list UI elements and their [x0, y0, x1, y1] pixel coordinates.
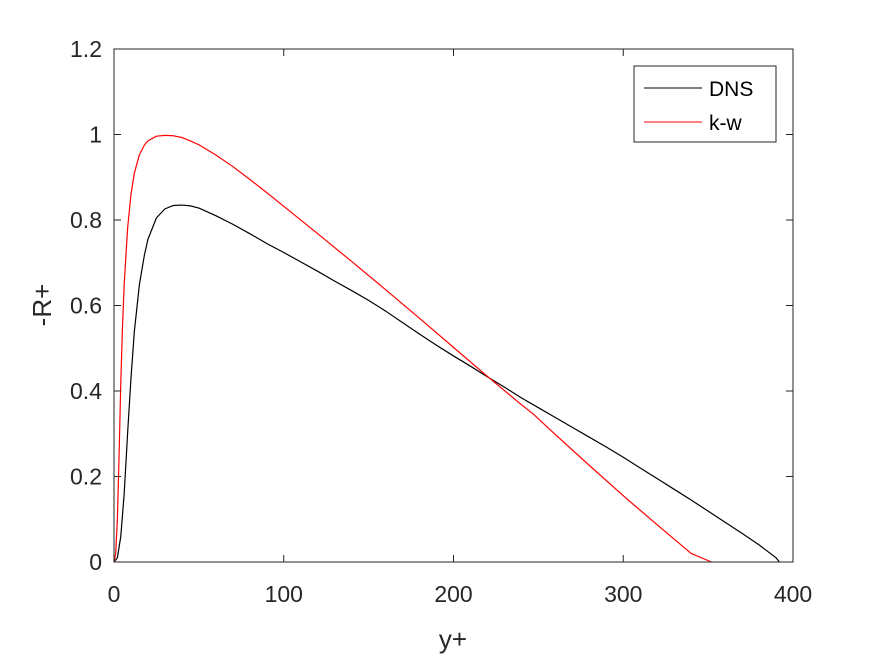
y-tick-label: 0 — [89, 549, 102, 575]
y-tick-label: 0.4 — [70, 378, 102, 404]
x-tick-label: 300 — [604, 581, 642, 607]
series-line-dns — [113, 204, 780, 563]
legend-label-dns: DNS — [709, 78, 753, 101]
series-group — [113, 134, 780, 563]
x-tick-label: 100 — [265, 581, 303, 607]
y-tick-label: 1 — [89, 122, 102, 148]
x-tick-label: 200 — [434, 581, 472, 607]
y-axis-label: -R+ — [27, 284, 57, 327]
series-line-k-w — [113, 134, 712, 563]
x-tick-label: 0 — [108, 581, 121, 607]
x-axis-label: y+ — [439, 624, 467, 654]
y-tick-label: 1.2 — [70, 36, 102, 62]
y-tick-label: 0.8 — [70, 207, 102, 233]
legend-box — [633, 65, 777, 143]
ticks-group: 0 100 200 300 400 0 0.2 0.4 0.6 0.8 1 1.2 — [70, 36, 812, 607]
y-tick-label: 0.2 — [70, 464, 102, 490]
x-tick-label: 400 — [774, 581, 812, 607]
legend: DNS k-w — [633, 65, 777, 143]
y-tick-label: 0.6 — [70, 293, 102, 319]
legend-label-kw: k-w — [709, 112, 742, 135]
